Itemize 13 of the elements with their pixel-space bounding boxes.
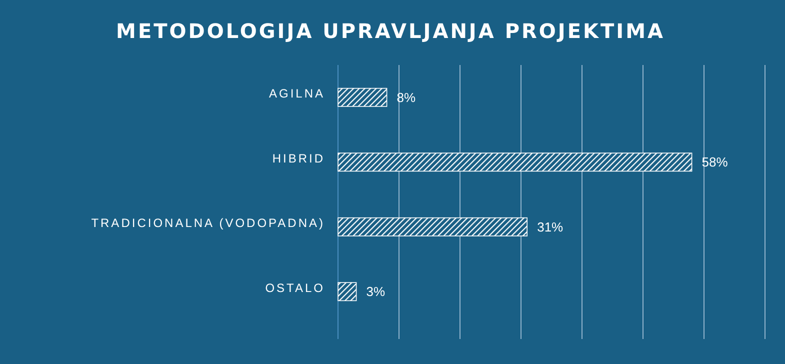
y-tick-label: AGILNA <box>268 86 325 101</box>
y-tick-label: HIBRID <box>272 151 325 166</box>
bar <box>338 152 692 172</box>
data-label: 58% <box>702 154 728 170</box>
y-tick-label: OSTALO <box>265 280 325 295</box>
bar <box>338 217 528 236</box>
chart-title: METODOLOGIJA UPRAVLJANJA PROJEKTIMA <box>116 19 665 43</box>
bar <box>338 88 388 107</box>
bar <box>338 282 357 302</box>
y-tick-label: TRADICIONALNA (VODOPADNA) <box>91 216 325 230</box>
data-label: 31% <box>537 219 564 234</box>
data-label: 3% <box>366 284 386 300</box>
data-label: 8% <box>396 90 416 105</box>
